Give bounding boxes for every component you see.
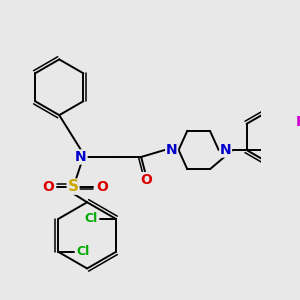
Text: N: N bbox=[166, 143, 177, 157]
Text: Cl: Cl bbox=[85, 212, 98, 225]
Text: O: O bbox=[42, 180, 54, 194]
Text: Cl: Cl bbox=[76, 245, 89, 258]
Text: O: O bbox=[96, 180, 108, 194]
Text: F: F bbox=[296, 115, 300, 129]
Text: O: O bbox=[140, 172, 152, 187]
Text: N: N bbox=[75, 150, 87, 164]
Text: N: N bbox=[220, 143, 232, 157]
Text: S: S bbox=[68, 179, 79, 194]
